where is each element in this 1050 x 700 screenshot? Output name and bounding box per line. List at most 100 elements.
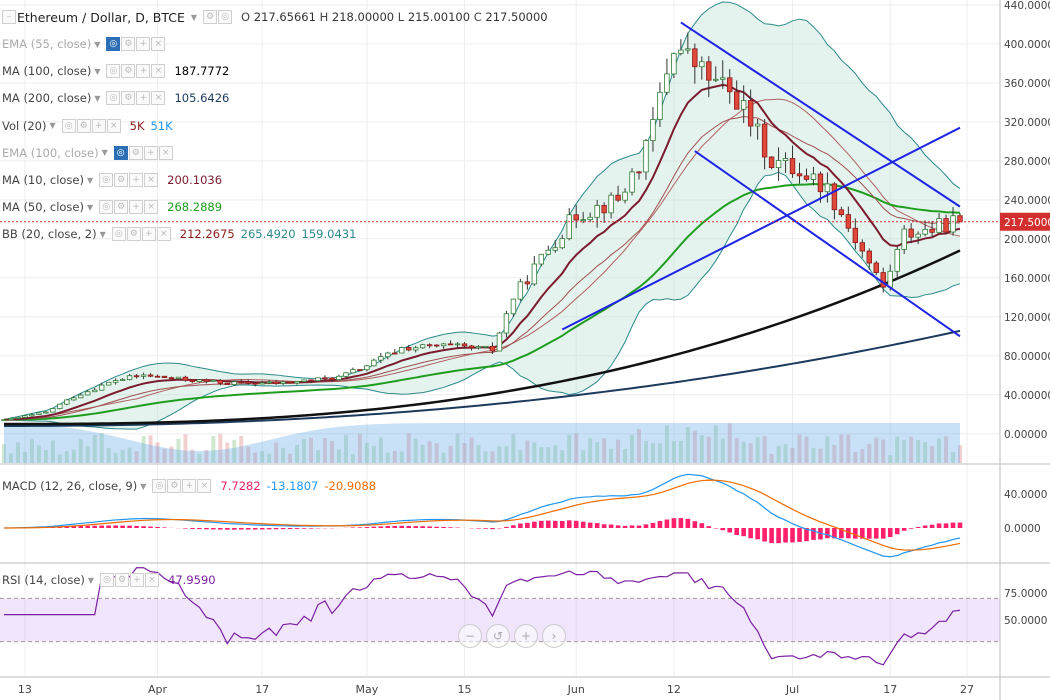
visibility-icon[interactable]: ◎ [106,64,121,79]
volume-bar [15,442,20,463]
volume-bar [148,435,153,463]
close-icon[interactable]: × [197,479,212,493]
chevron-down-icon[interactable]: ▼ [94,39,101,49]
macd-bar [259,528,265,530]
candle-body [936,218,942,233]
volume-bar [741,441,746,463]
add-icon[interactable]: + [136,91,151,106]
volume-bar [637,429,642,463]
candle-body [385,352,391,358]
volume-bar [720,438,725,463]
ema-line [3,115,961,421]
add-icon[interactable]: + [136,64,151,79]
close-icon[interactable]: × [158,145,173,160]
add-icon[interactable]: + [143,145,158,160]
price-axis: 440.00000 400.00000 360.00000 320.00000 280.… [1004,0,1050,441]
visibility-icon[interactable]: ◎ [100,573,115,587]
settings-icon[interactable]: ⚙ [203,10,218,24]
settings-icon[interactable]: ⚙ [126,227,141,242]
settings-icon[interactable]: ⚙ [114,200,129,215]
ma50-line [3,183,961,421]
add-icon[interactable]: + [129,200,144,215]
chevron-down-icon[interactable]: ▼ [49,121,56,131]
add-icon[interactable]: + [141,227,156,242]
chevron-down-icon[interactable]: ▼ [140,481,147,491]
close-icon[interactable]: × [106,118,121,133]
volume-bar [155,442,160,463]
close-icon[interactable]: × [151,37,166,51]
add-icon[interactable]: + [182,479,197,493]
visibility-icon[interactable]: ◎ [113,145,128,160]
candle-body [168,377,175,380]
settings-icon[interactable]: ⚙ [167,479,182,493]
settings-icon[interactable]: ⚙ [121,91,136,106]
macd-bar [85,525,91,528]
candle-body [608,194,614,214]
settings-icon[interactable]: ⚙ [115,573,130,587]
visibility-icon[interactable]: ◎ [106,91,121,106]
current-price-badge [1000,212,1050,231]
close-icon[interactable]: × [151,91,166,106]
visibility-icon[interactable]: ◎ [218,10,233,24]
close-icon[interactable]: × [144,200,159,215]
volume-bar [322,437,327,463]
visibility-icon[interactable]: ◎ [99,173,114,187]
visibility-icon[interactable]: ◎ [106,37,121,51]
add-icon[interactable]: + [130,573,145,587]
candle-body [266,381,272,384]
macd-bar [441,526,446,528]
candle-body [664,73,670,93]
scroll-forward-button[interactable]: › [542,624,566,648]
macd-bar [866,528,872,539]
volume-bar [253,452,258,463]
zoom-out-button[interactable]: − [458,624,482,648]
candle-body [706,61,712,81]
macd-bar [587,522,593,528]
collapse-icon[interactable]: – [2,10,16,24]
chevron-down-icon[interactable]: ▼ [86,175,94,185]
visibility-icon[interactable]: ◎ [99,200,114,215]
chevron-down-icon[interactable]: ▼ [94,93,101,103]
chevron-down-icon[interactable]: ▼ [190,12,198,22]
settings-icon[interactable]: ⚙ [76,118,91,133]
volume-bar [36,445,41,463]
close-icon[interactable]: × [145,573,160,587]
close-icon[interactable]: × [156,227,171,242]
settings-icon[interactable]: ⚙ [114,173,129,187]
visibility-icon[interactable]: ◎ [152,479,167,493]
volume-bar [539,447,544,463]
zoom-in-button[interactable]: + [514,624,538,648]
candle-body [36,412,42,415]
candle-body [950,215,956,233]
volume-bar [874,437,879,463]
close-icon[interactable]: × [151,64,166,79]
candle-body [517,281,524,300]
close-icon[interactable]: × [144,173,159,187]
chevron-down-icon[interactable]: ▼ [94,66,101,76]
settings-icon[interactable]: ⚙ [128,145,143,160]
visibility-icon[interactable]: ◎ [111,227,126,242]
time-tick-label: 27 [960,683,974,696]
volume-bar [274,442,279,463]
add-icon[interactable]: + [129,173,144,187]
macd-bar [908,528,914,529]
settings-icon[interactable]: ⚙ [121,64,136,79]
visibility-icon[interactable]: ◎ [61,118,76,133]
candle-body [713,78,719,81]
macd-bar [287,528,293,530]
reset-button[interactable]: ↺ [486,624,510,648]
volume-bar [734,438,739,463]
add-icon[interactable]: + [136,37,151,51]
add-icon[interactable]: + [91,118,106,133]
bollinger-basis [3,98,961,421]
price-tick-label: 360.00000 [1004,78,1050,90]
chevron-down-icon[interactable]: ▼ [86,202,94,212]
settings-icon[interactable]: ⚙ [121,37,136,51]
indicator-value: 265.4920 [240,227,296,242]
chevron-down-icon[interactable]: ▼ [99,229,106,239]
chevron-down-icon[interactable]: ▼ [87,575,95,585]
macd-tick-label: 0.0000 [1004,523,1041,535]
macd-bar [190,528,195,529]
chevron-down-icon[interactable]: ▼ [101,148,108,158]
